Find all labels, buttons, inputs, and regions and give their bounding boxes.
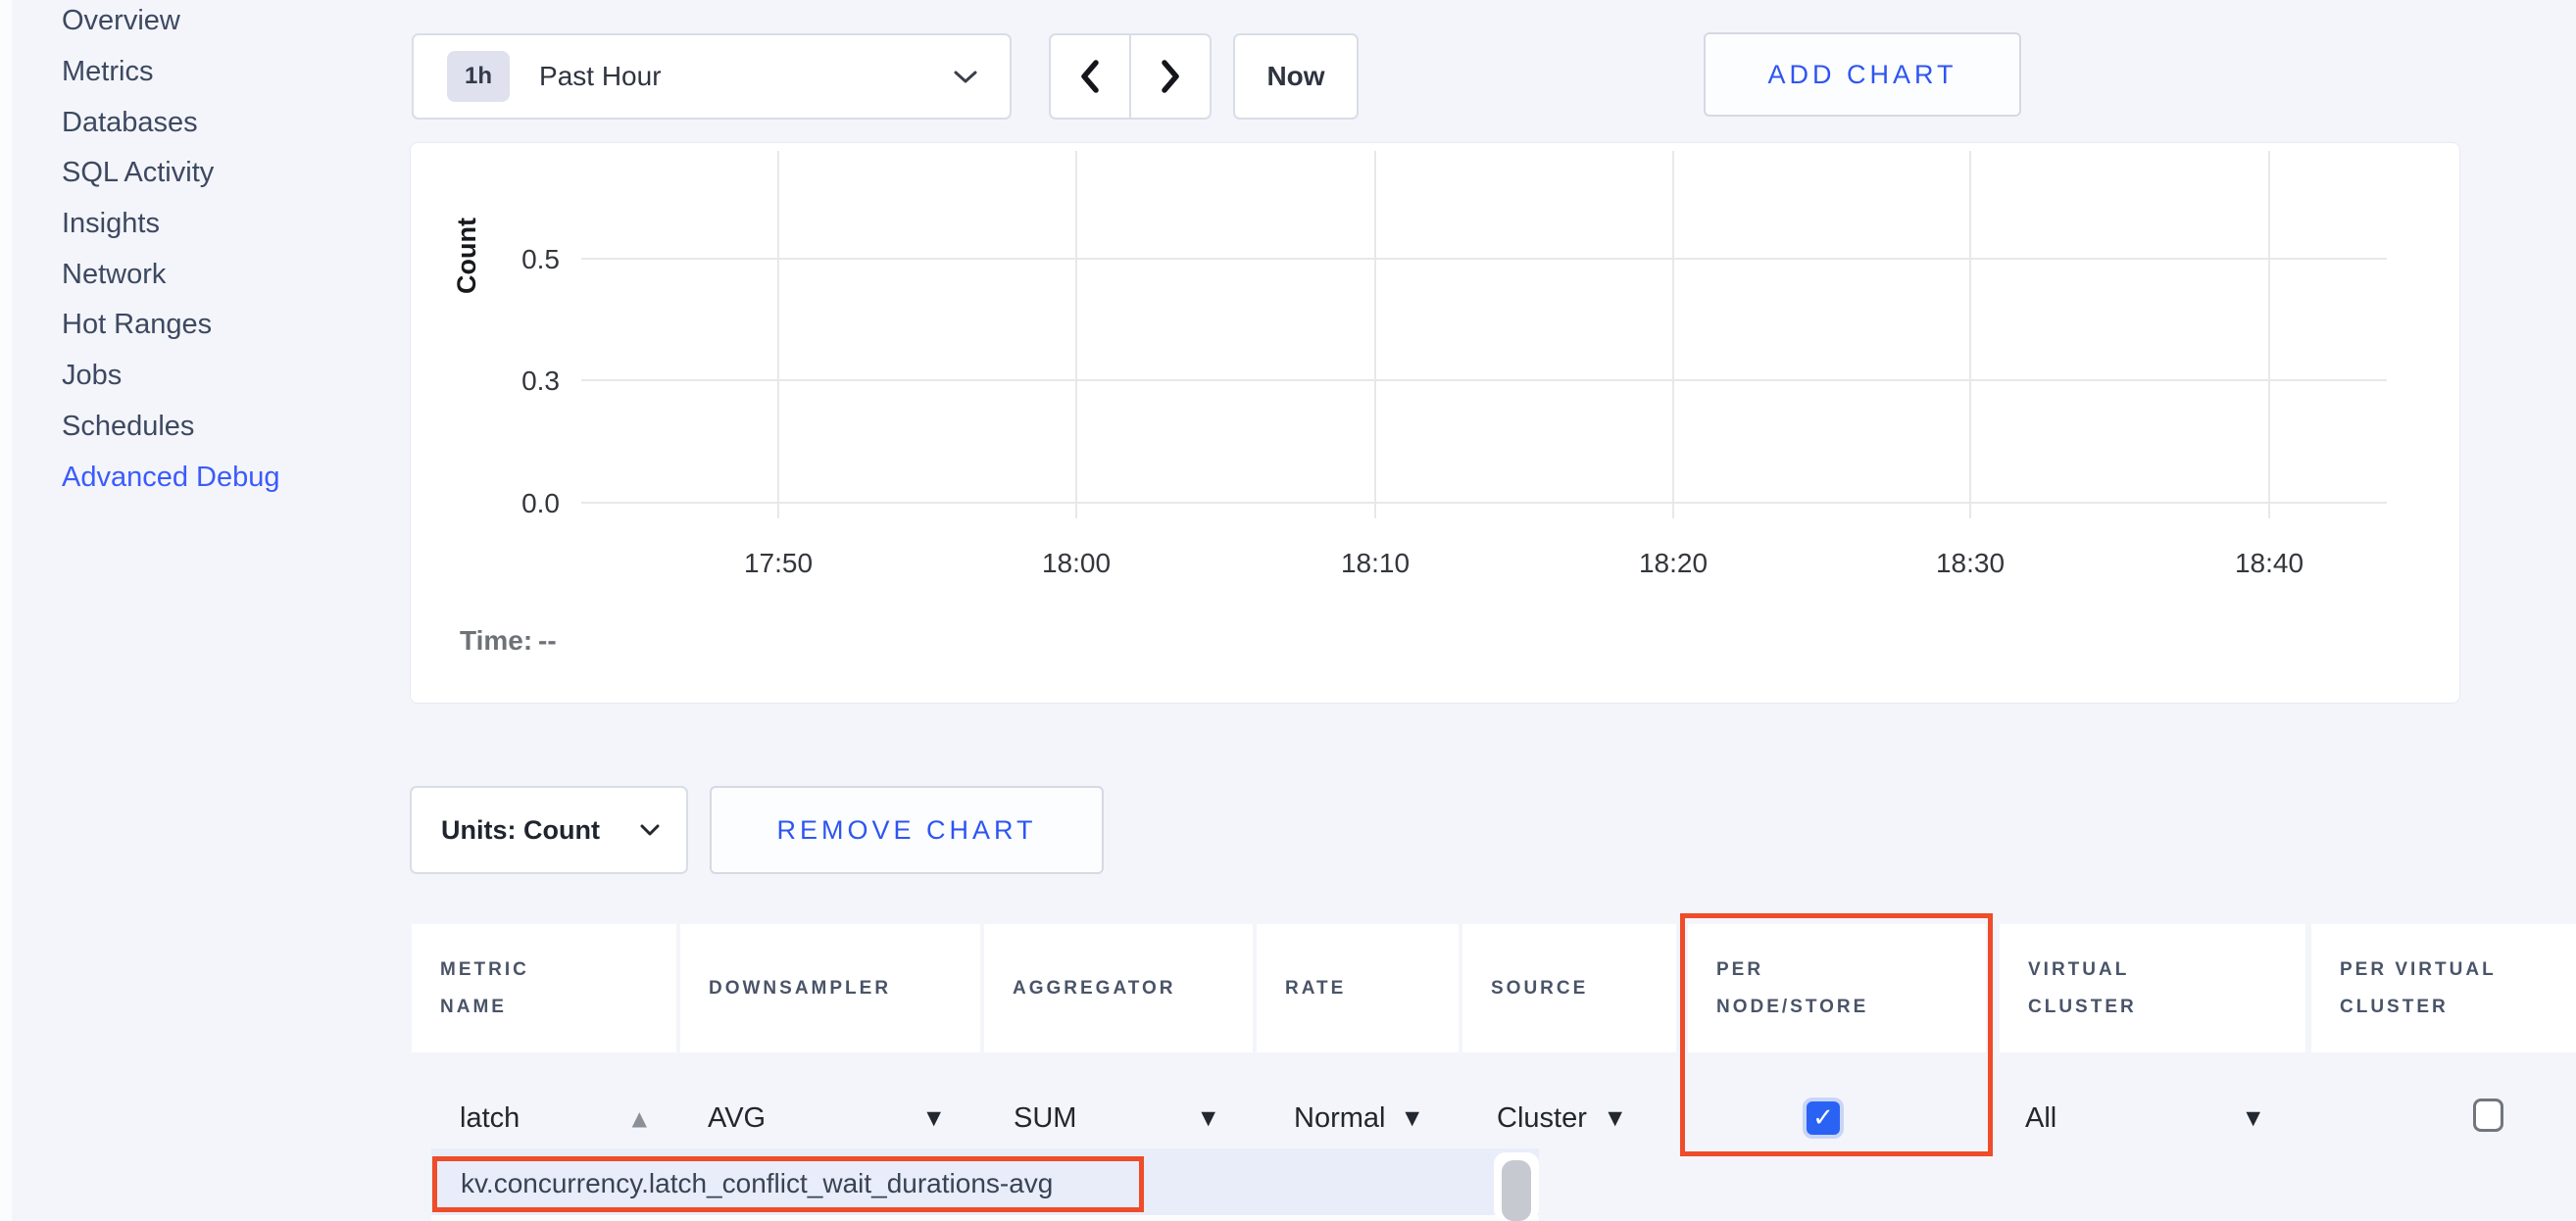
- metric-suggestion-option[interactable]: kv.concurrency.latch_conflict_wait_durat…: [432, 1156, 1140, 1211]
- suggestion-scrollbar-thumb[interactable]: [1502, 1160, 1531, 1221]
- time-range-label: Past Hour: [539, 61, 662, 91]
- time-readout-value: --: [538, 625, 557, 656]
- next-time-button[interactable]: [1131, 35, 1210, 118]
- pager-divider: [1129, 35, 1131, 118]
- metric-suggestion-label: kv.concurrency.latch_conflict_wait_durat…: [461, 1168, 1054, 1198]
- now-button-label: Now: [1266, 61, 1325, 91]
- metric-chart-card: 0.5 0.3 0.0 17:50 18:00 18:10 18:20 18:3…: [410, 142, 2460, 704]
- chevron-right-icon: [1159, 59, 1182, 94]
- virtual-cluster-select[interactable]: All ▼: [2025, 1088, 2260, 1148]
- empty-line-chart: 0.5 0.3 0.0 17:50 18:00 18:10 18:20 18:3…: [452, 151, 2387, 656]
- x-tick-label: 18:40: [2235, 548, 2304, 578]
- aggregator-value: SUM: [1014, 1101, 1077, 1134]
- caret-down-icon: ▼: [1405, 1107, 1419, 1129]
- column-header-virtual-cluster: VIRTUAL CLUSTER: [2000, 924, 2305, 1052]
- column-header-per-node-store: PER NODE/STORE: [1688, 924, 1986, 1052]
- sidebar-item-schedules[interactable]: Schedules: [62, 410, 195, 442]
- sidebar-item-sql-activity[interactable]: SQL Activity: [62, 157, 215, 189]
- column-header-source: SOURCE: [1462, 924, 1676, 1052]
- caret-down-icon: ▼: [1608, 1107, 1622, 1129]
- aggregator-select[interactable]: SUM ▼: [1014, 1088, 1215, 1148]
- y-axis-title: Count: [452, 218, 481, 294]
- column-header-downsampler: DOWNSAMPLER: [680, 924, 980, 1052]
- add-chart-button[interactable]: ADD CHART: [1704, 32, 2021, 117]
- caret-down-icon: ▼: [2246, 1107, 2260, 1129]
- time-range-badge: 1h: [447, 51, 511, 102]
- chevron-down-icon: [953, 69, 978, 84]
- rate-select[interactable]: Normal ▼: [1294, 1088, 1419, 1148]
- units-selector[interactable]: Units: Count: [410, 786, 688, 874]
- sidebar-item-databases[interactable]: Databases: [62, 106, 198, 138]
- y-tick-label: 0.3: [521, 366, 560, 396]
- caret-up-icon: ▲: [631, 1106, 647, 1130]
- virtual-cluster-value: All: [2025, 1101, 2057, 1134]
- metric-name-value: latch: [460, 1101, 520, 1134]
- sidebar-item-insights[interactable]: Insights: [62, 208, 160, 240]
- sidebar-item-overview[interactable]: Overview: [62, 5, 180, 37]
- source-select[interactable]: Cluster ▼: [1497, 1088, 1622, 1148]
- left-edge-strip: [0, 0, 12, 1221]
- per-virtual-cluster-checkbox[interactable]: [2473, 1099, 2503, 1132]
- chevron-left-icon: [1078, 59, 1102, 94]
- source-value: Cluster: [1497, 1101, 1587, 1134]
- column-header-metric-name: METRIC NAME: [412, 924, 676, 1052]
- metric-name-input[interactable]: latch ▲: [431, 1088, 647, 1148]
- caret-down-icon: ▼: [1201, 1107, 1215, 1129]
- column-header-per-virtual-cluster: PER VIRTUAL CLUSTER: [2311, 924, 2576, 1052]
- rate-value: Normal: [1294, 1101, 1386, 1134]
- x-tick-label: 17:50: [744, 548, 813, 578]
- column-header-aggregator: AGGREGATOR: [984, 924, 1253, 1052]
- x-tick-label: 18:20: [1639, 548, 1708, 578]
- downsampler-value: AVG: [708, 1101, 767, 1134]
- downsampler-select[interactable]: AVG ▼: [708, 1088, 941, 1148]
- x-tick-label: 18:30: [1936, 548, 2005, 578]
- x-tick-label: 18:00: [1042, 548, 1111, 578]
- per-node-store-checkbox[interactable]: ✓: [1807, 1101, 1840, 1135]
- sidebar-item-network[interactable]: Network: [62, 258, 167, 290]
- y-tick-label: 0.5: [521, 244, 560, 274]
- prev-time-button[interactable]: [1051, 35, 1129, 118]
- time-readout-caption: Time:: [460, 625, 532, 656]
- remove-chart-button[interactable]: REMOVE CHART: [710, 786, 1104, 874]
- sidebar-item-jobs[interactable]: Jobs: [62, 360, 123, 392]
- time-pager: [1049, 33, 1212, 120]
- time-range-selector[interactable]: 1h Past Hour: [412, 33, 1012, 120]
- now-button[interactable]: Now: [1233, 33, 1359, 120]
- column-header-rate: RATE: [1257, 924, 1459, 1052]
- chevron-down-icon: [639, 823, 661, 837]
- remove-chart-label: REMOVE CHART: [776, 814, 1037, 845]
- sidebar-item-hot-ranges[interactable]: Hot Ranges: [62, 309, 213, 341]
- add-chart-label: ADD CHART: [1767, 59, 1957, 89]
- x-tick-label: 18:10: [1341, 548, 1410, 578]
- caret-down-icon: ▼: [926, 1107, 941, 1129]
- sidebar-item-advanced-debug[interactable]: Advanced Debug: [62, 461, 280, 493]
- metric-suggestion-next-item: [431, 1215, 1539, 1221]
- sidebar-nav: Overview Metrics Databases SQL Activity …: [62, 0, 385, 503]
- checkmark-icon: ✓: [1812, 1103, 1834, 1133]
- sidebar-item-metrics[interactable]: Metrics: [62, 56, 154, 88]
- units-selector-label: Units: Count: [441, 814, 600, 845]
- y-tick-label: 0.0: [521, 488, 560, 518]
